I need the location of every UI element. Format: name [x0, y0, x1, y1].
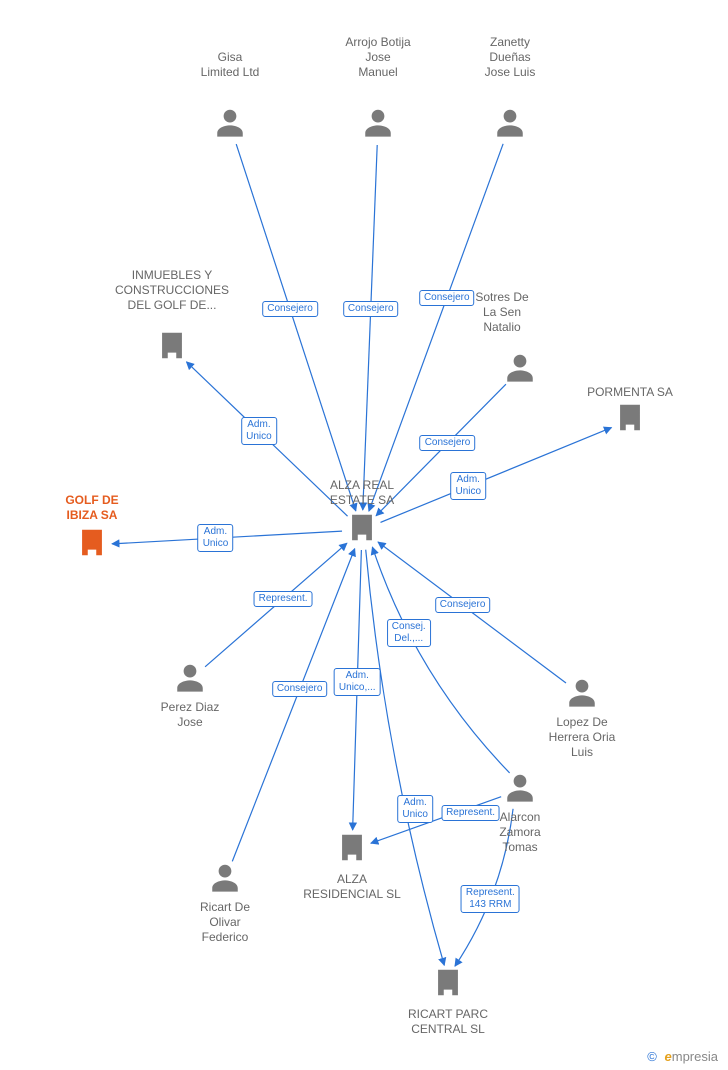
person-icon	[503, 771, 537, 810]
node-label: GOLF DE IBIZA SA	[22, 493, 162, 523]
company-icon	[613, 401, 647, 440]
node-label: Ricart De Olivar Federico	[155, 900, 295, 945]
node-label: PORMENTA SA	[560, 385, 700, 400]
edge-label: Consejero	[272, 681, 328, 697]
node-label: Zanetty Dueñas Jose Luis	[440, 35, 580, 80]
edge-label: Consej. Del.,...	[387, 619, 431, 647]
edge-label: Represent.	[254, 591, 313, 607]
person-icon	[213, 106, 247, 145]
brand-first-letter: e	[665, 1049, 672, 1064]
node-label: RICART PARC CENTRAL SL	[378, 1007, 518, 1037]
node-label: ALZA REAL ESTATE SA	[292, 478, 432, 508]
node-label: Perez Diaz Jose	[120, 700, 260, 730]
edge-label: Consejero	[435, 597, 491, 613]
edge-label: Represent.	[441, 805, 500, 821]
edge-label: Adm. Unico	[397, 795, 433, 823]
edge-label: Consejero	[343, 301, 399, 317]
edge-line	[381, 428, 612, 523]
edge-line	[363, 145, 377, 510]
node-label: Lopez De Herrera Oria Luis	[512, 715, 652, 760]
company-icon	[335, 831, 369, 870]
company-icon	[75, 526, 109, 565]
edge-label: Adm. Unico,...	[334, 668, 381, 696]
edge-label: Consejero	[420, 435, 476, 451]
edge-label: Consejero	[262, 301, 318, 317]
footer-branding: © empresia	[647, 1049, 718, 1064]
person-icon	[565, 676, 599, 715]
edge-line	[236, 144, 356, 511]
company-icon	[155, 329, 189, 368]
copyright-symbol: ©	[647, 1049, 657, 1064]
edge-label: Adm. Unico	[241, 417, 277, 445]
node-label: ALZA RESIDENCIAL SL	[282, 872, 422, 902]
edge-label: Adm. Unico	[450, 472, 486, 500]
edge-label: Consejero	[419, 290, 475, 306]
node-label: Arrojo Botija Jose Manuel	[308, 35, 448, 80]
edge-line	[366, 550, 445, 966]
node-label: Gisa Limited Ltd	[160, 50, 300, 80]
person-icon	[173, 661, 207, 700]
company-icon	[345, 511, 379, 550]
brand-rest: mpresia	[672, 1049, 718, 1064]
person-icon	[361, 106, 395, 145]
person-icon	[208, 861, 242, 900]
person-icon	[493, 106, 527, 145]
edge-label: Adm. Unico	[198, 524, 234, 552]
node-label: INMUEBLES Y CONSTRUCCIONES DEL GOLF DE..…	[102, 268, 242, 313]
edge-line	[372, 547, 509, 773]
edge-label: Represent. 143 RRM	[461, 885, 520, 913]
person-icon	[503, 351, 537, 390]
company-icon	[431, 966, 465, 1005]
